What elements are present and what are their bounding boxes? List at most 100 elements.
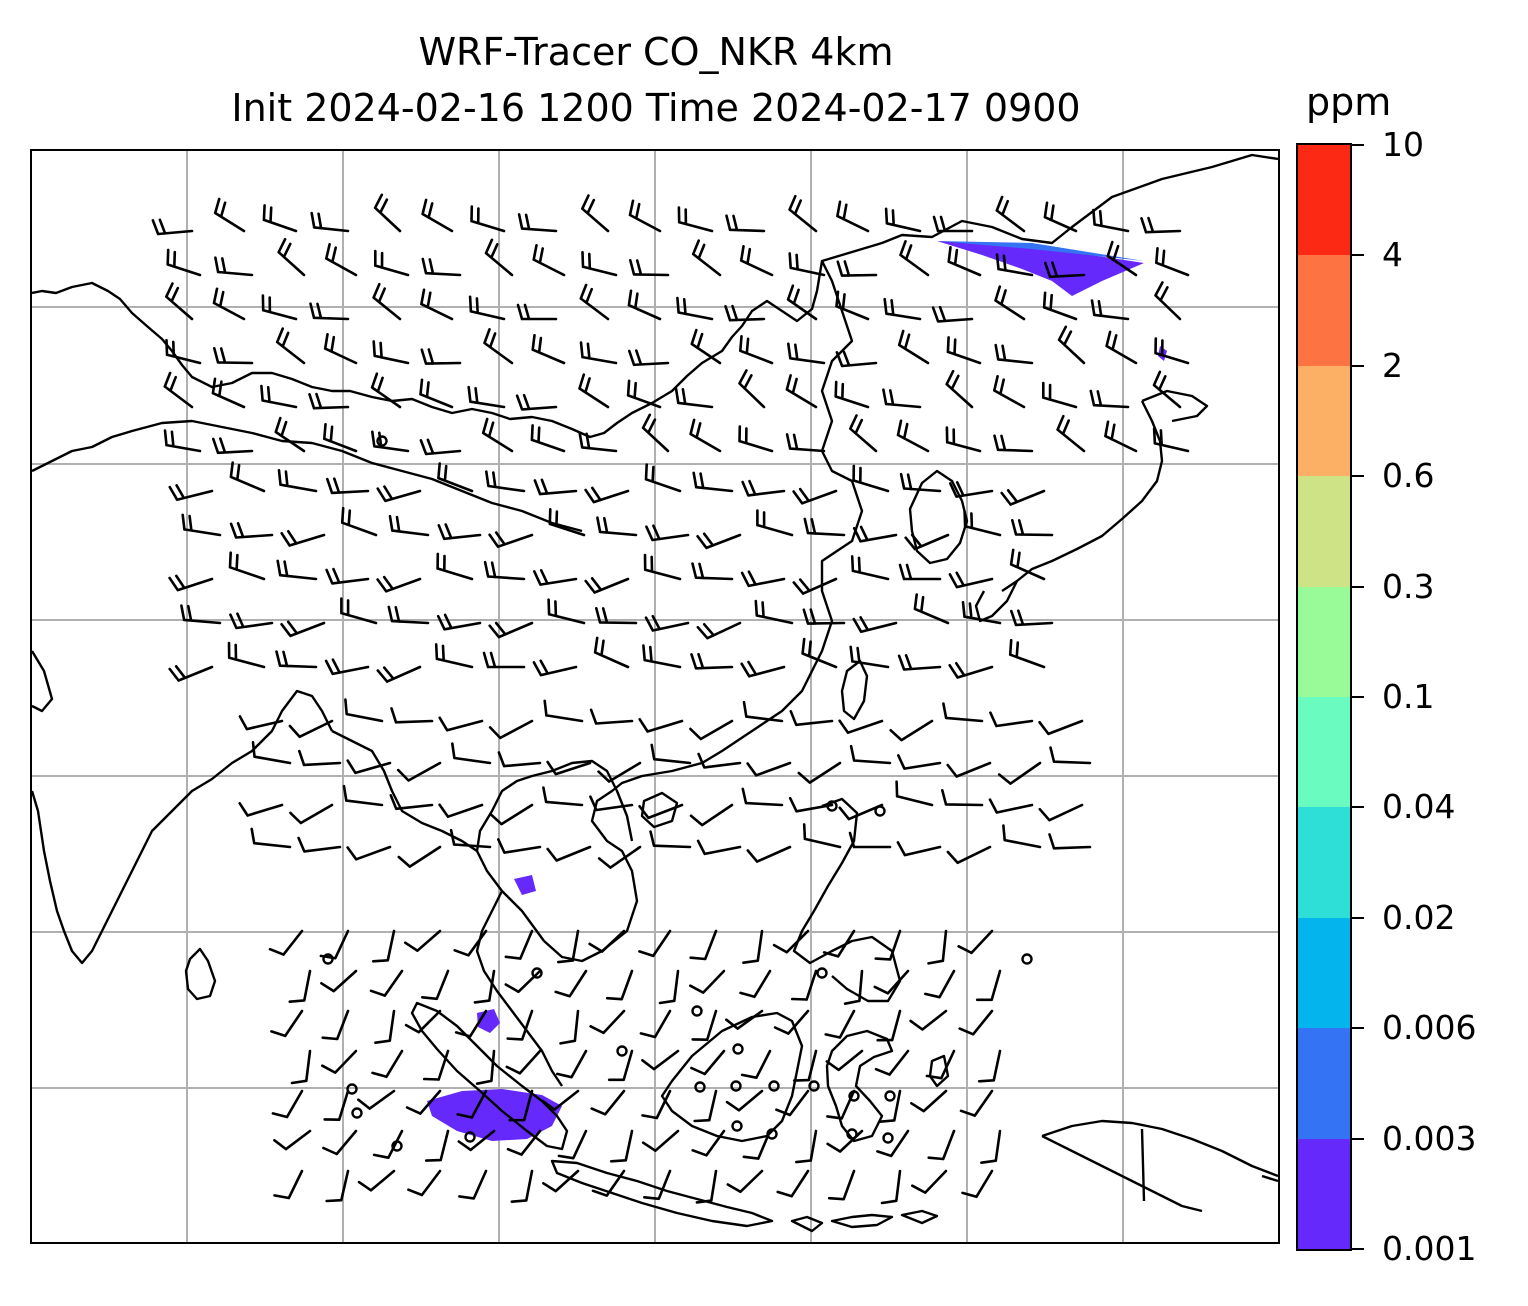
wind-barb — [790, 969, 818, 1001]
wind-barb — [959, 1089, 994, 1117]
wind-barb — [947, 246, 982, 277]
wind-barb — [946, 336, 982, 365]
wind-barb — [878, 1089, 902, 1123]
wind-barb — [373, 193, 402, 233]
wind-barb — [638, 803, 684, 820]
colorbar-tick-label: 4 — [1382, 235, 1403, 275]
wind-barb — [357, 1169, 396, 1192]
wind-barb — [323, 1089, 350, 1121]
wind-barb — [1152, 427, 1190, 453]
wind-barb — [542, 786, 584, 807]
wind-barb — [277, 469, 318, 493]
wind-barb — [340, 597, 378, 625]
wind-barb — [975, 969, 1002, 1002]
calm-wind-circle — [766, 1128, 778, 1140]
wind-barb — [588, 929, 626, 953]
wind-barb — [597, 845, 642, 869]
wind-barb — [628, 199, 662, 233]
wind-barb — [344, 698, 384, 723]
wind-barb — [880, 1169, 902, 1205]
wind-barb — [481, 417, 514, 453]
colorbar-tick-label: 0.3 — [1382, 566, 1435, 606]
wind-barb — [276, 559, 318, 581]
wind-barb — [388, 514, 430, 537]
wind-barb — [228, 551, 266, 581]
wind-barb — [1154, 337, 1190, 365]
wind-barb — [638, 718, 684, 733]
wind-barb — [692, 471, 734, 493]
wind-barb — [802, 608, 846, 625]
wind-barb — [533, 569, 578, 586]
wind-barb — [578, 431, 618, 453]
wind-barb — [873, 969, 910, 995]
wind-barb — [741, 787, 784, 807]
calm-wind-circle — [874, 805, 886, 817]
wind-barb — [168, 665, 214, 682]
wind-barb — [420, 288, 454, 321]
wind-barb — [776, 1169, 810, 1198]
wind-barb — [822, 929, 856, 958]
wind-barb — [504, 969, 542, 994]
wind-barb — [957, 929, 994, 955]
wind-barb — [547, 598, 586, 625]
wind-barb — [541, 1089, 580, 1111]
wind-barb — [369, 969, 404, 997]
wind-barb — [785, 433, 826, 453]
wind-barb — [690, 1049, 726, 1076]
wind-barb — [948, 662, 994, 679]
wind-barb — [1090, 299, 1130, 321]
wind-barb — [742, 700, 784, 723]
colorbar-tick — [1352, 475, 1364, 478]
wind-barb — [641, 1129, 680, 1152]
calm-wind-circle — [730, 1080, 742, 1092]
wind-barb — [949, 481, 994, 498]
wind-barb — [325, 1169, 350, 1203]
wind-barb — [803, 517, 846, 537]
wind-barb — [1011, 519, 1054, 537]
wind-barb — [1038, 719, 1084, 736]
wind-barb — [181, 513, 222, 537]
wind-barb — [310, 211, 350, 233]
wind-barb — [1057, 325, 1086, 365]
wind-barb — [874, 929, 902, 961]
wind-barb — [852, 464, 890, 493]
wind-barb — [517, 213, 558, 233]
wind-barb — [374, 1009, 396, 1044]
wind-barb — [795, 1129, 818, 1164]
wind-barb — [746, 845, 792, 863]
wind-barb — [397, 845, 442, 868]
calm-wind-circle — [848, 1090, 860, 1102]
wind-barb — [639, 1009, 672, 1039]
wind-barb — [485, 470, 526, 493]
wind-barb — [958, 1009, 994, 1036]
wind-barb — [168, 484, 214, 501]
wind-barb — [739, 335, 774, 365]
wind-barb — [468, 295, 506, 321]
wind-barb — [456, 1089, 488, 1119]
wind-barb — [326, 477, 370, 495]
tracer-plume — [937, 241, 1144, 261]
wind-barb — [1043, 201, 1078, 233]
wind-barb — [948, 571, 994, 589]
wind-barb — [775, 1089, 810, 1117]
wind-barb — [1042, 381, 1078, 409]
wind-barb — [403, 929, 442, 952]
wind-barb — [531, 334, 566, 365]
wind-barb — [650, 743, 692, 765]
wind-barb — [1049, 746, 1092, 765]
wind-barb — [695, 1169, 718, 1204]
wind-barb — [482, 651, 526, 669]
calm-wind-circle — [464, 1131, 476, 1143]
calm-wind-circle — [616, 1045, 628, 1057]
calm-wind-circle — [391, 1140, 403, 1152]
wind-barb — [488, 621, 534, 639]
wind-barb — [277, 237, 306, 277]
wind-barb — [942, 702, 984, 723]
wind-barb — [325, 243, 358, 277]
wind-barb — [689, 969, 726, 994]
wind-barb — [643, 553, 682, 581]
colorbar-tick-label: 0.006 — [1382, 1008, 1477, 1048]
wind-barb — [579, 341, 618, 365]
calm-wind-circle — [376, 435, 388, 447]
wind-barb — [605, 969, 634, 1001]
